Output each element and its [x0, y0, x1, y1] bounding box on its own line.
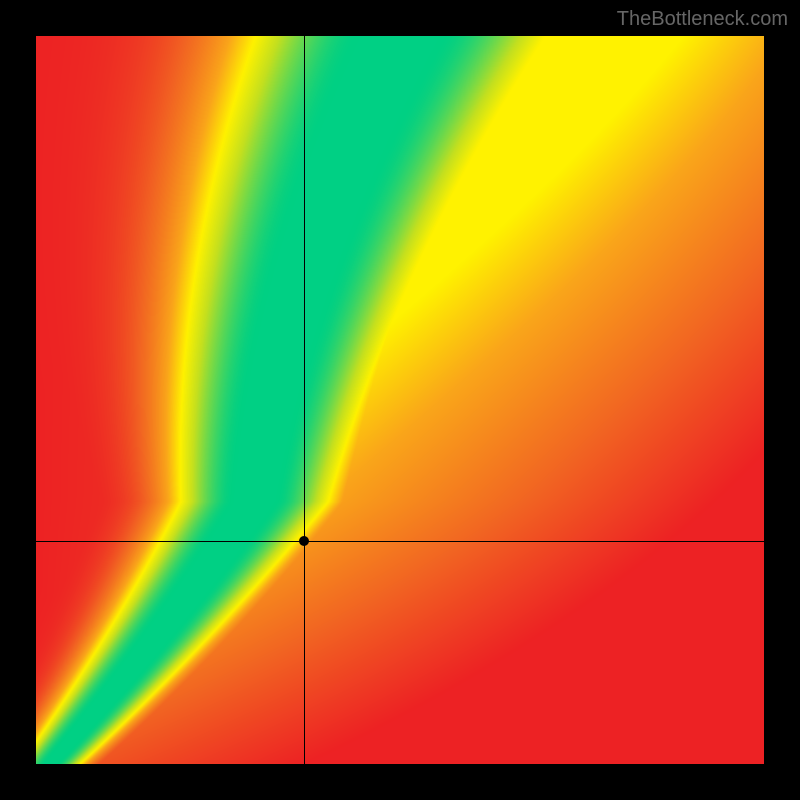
- crosshair-vertical: [304, 36, 305, 764]
- watermark-text: TheBottleneck.com: [617, 8, 788, 31]
- plot-area: [36, 36, 764, 764]
- heatmap-canvas: [36, 36, 764, 764]
- crosshair-horizontal: [36, 541, 764, 542]
- crosshair-marker: [299, 536, 309, 546]
